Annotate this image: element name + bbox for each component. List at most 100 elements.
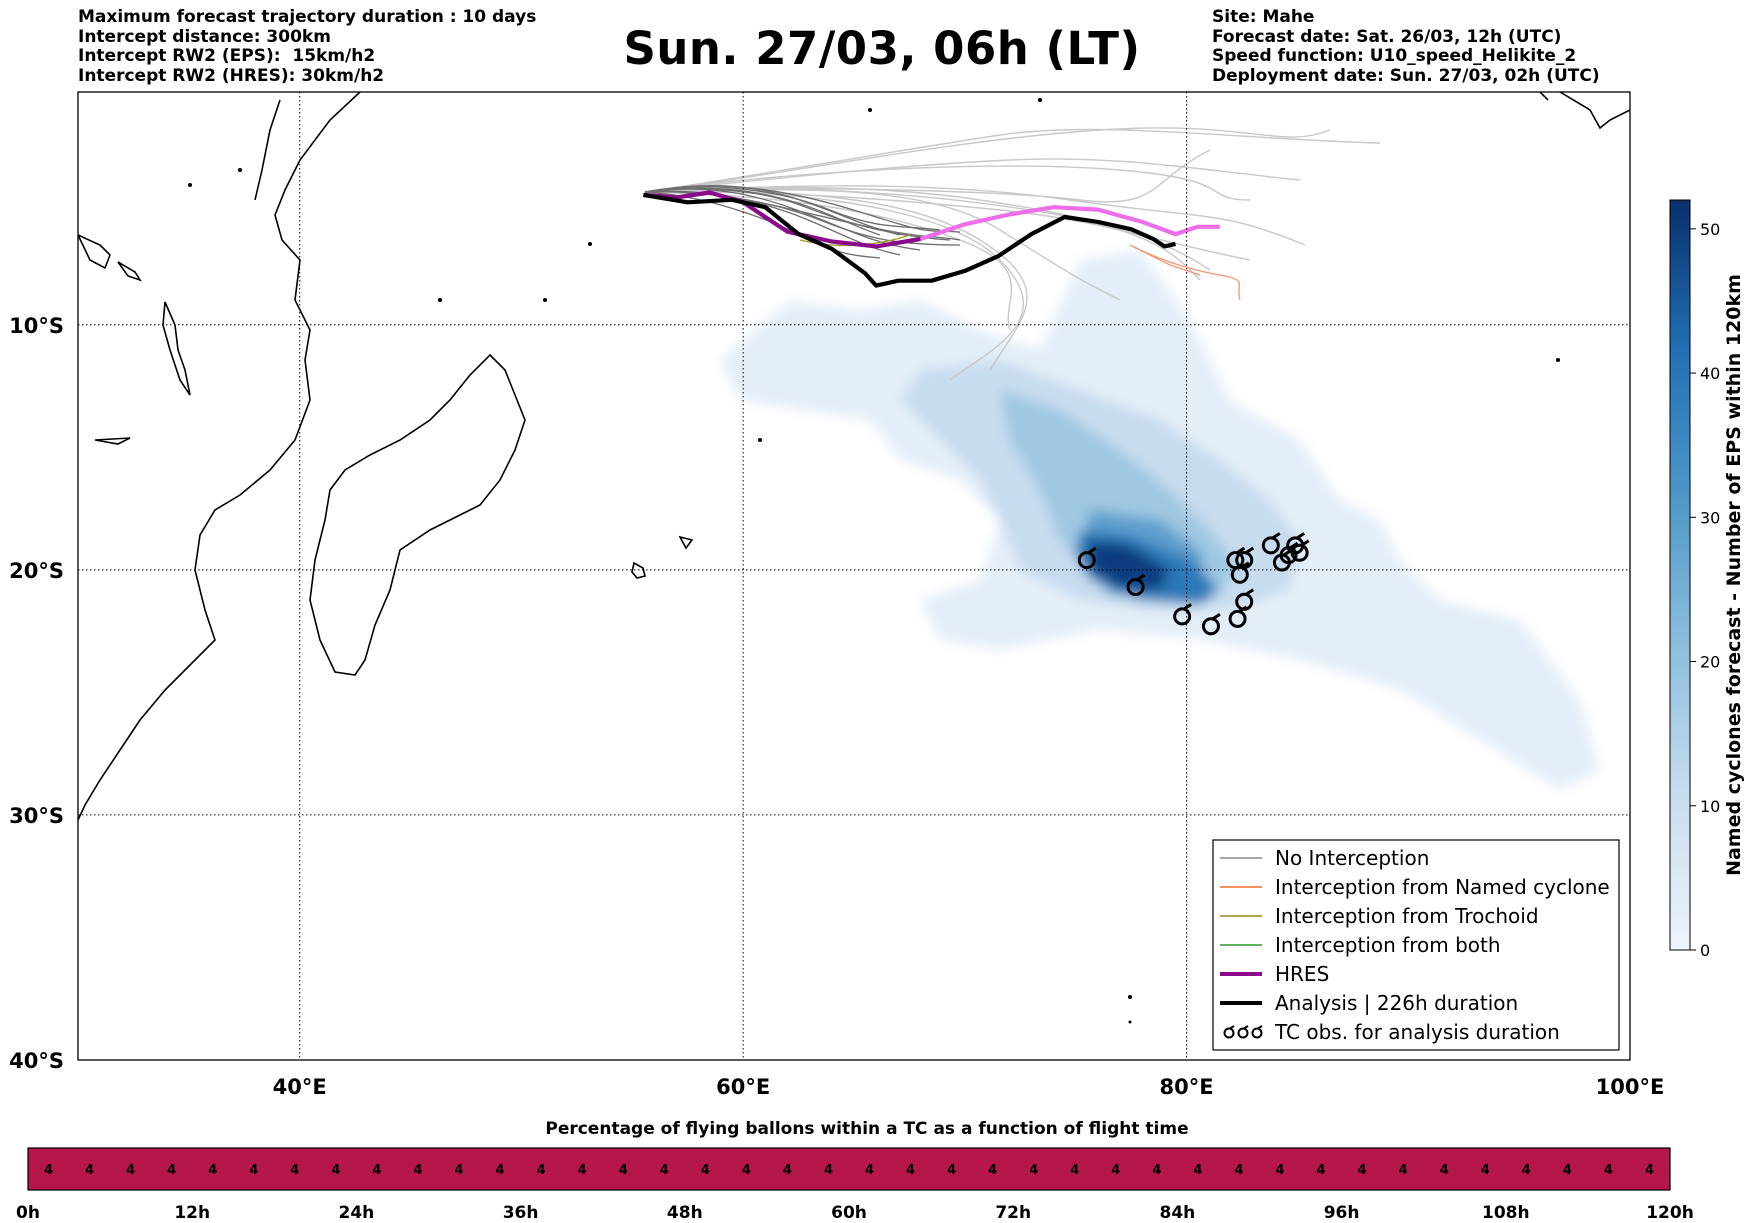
flight-time-cell (1177, 1148, 1219, 1190)
flight-time-tick-labels: 0h 12h 24h 36h 48h 60h 72h 84h 96h 108h 120h (16, 1203, 1694, 1223)
flight-time-cell-label: 4 (1358, 1163, 1367, 1178)
flight-time-cell-label: 4 (947, 1163, 956, 1178)
legend-entry: Interception from Named cyclone (1220, 875, 1610, 899)
flight-time-cell (766, 1148, 809, 1190)
flight-time-cell-label: 4 (865, 1163, 874, 1178)
colorbar-tick-label: 30 (1700, 508, 1720, 527)
flight-time-cell (684, 1148, 727, 1190)
flight-time-cell-label: 4 (1276, 1163, 1285, 1178)
flight-time-tick-label: 0h (16, 1203, 40, 1223)
x-tick-label: 80°E (1160, 1075, 1214, 1099)
colorbar-gradient (1669, 199, 1691, 951)
map-plot-area: 40°E 60°E 80°E 100°E 10°S 20°S 30°S 40°S (9, 91, 1664, 1099)
flight-time-cell-label: 4 (619, 1163, 628, 1178)
coastlines (78, 92, 1630, 821)
flight-time-cell-label: 4 (85, 1163, 94, 1178)
flight-time-cell (69, 1148, 111, 1190)
y-tick-label: 30°S (9, 804, 64, 828)
legend-entry: Analysis | 226h duration (1220, 991, 1518, 1015)
flight-time-tick-label: 120h (1646, 1203, 1694, 1223)
flight-time-tick-label: 36h (503, 1203, 539, 1223)
flight-time-cell (1546, 1148, 1589, 1190)
legend-label: Interception from Named cyclone (1275, 875, 1610, 899)
intercept-hres-text: Intercept RW2 (HRES): 30km/h2 (78, 65, 385, 86)
flight-time-cell-label: 4 (372, 1163, 381, 1178)
y-tick-label: 20°S (9, 559, 64, 583)
flight-time-cell-label: 4 (331, 1163, 340, 1178)
tc-obs-symbol (1235, 588, 1255, 611)
map-frame (77, 91, 1631, 1061)
legend-label: Interception from both (1275, 933, 1501, 957)
tc-obs-symbol (1226, 546, 1246, 570)
flight-time-cell (643, 1148, 686, 1190)
tc-obs-symbol (1261, 532, 1281, 555)
flight-time-cell-label: 4 (824, 1163, 833, 1178)
flight-time-cell (1013, 1148, 1055, 1190)
y-tick-label: 10°S (9, 314, 64, 338)
flight-time-tick-label: 12h (174, 1203, 210, 1223)
flight-time-cell-label: 4 (1111, 1163, 1120, 1178)
flight-time-cell (1382, 1148, 1425, 1190)
max-duration-text: Maximum forecast trajectory duration : 1… (78, 7, 537, 27)
flight-time-cell (1300, 1148, 1343, 1190)
flight-time-tick-label: 108h (1482, 1203, 1530, 1223)
flight-time-cell-label: 4 (249, 1163, 258, 1178)
flight-time-cell (1464, 1148, 1507, 1190)
colorbar: 0 10 20 30 40 50 Named cyclones forecast - Nu… (1669, 199, 1745, 960)
intercept-distance-text: Intercept distance: 300km (78, 26, 331, 47)
flight-time-cell-label: 4 (1563, 1163, 1572, 1178)
flight-time-cell (479, 1148, 522, 1190)
flight-time-cell-label: 4 (1029, 1163, 1038, 1178)
legend-entry: Interception from both (1220, 933, 1501, 957)
legend-label: No Interception (1275, 846, 1429, 870)
flight-time-cell-label: 4 (1234, 1163, 1243, 1178)
flight-time-cell-label: 4 (1522, 1163, 1531, 1178)
flight-time-cell (1505, 1148, 1548, 1190)
interception-named-cyclone-tracks (1129, 244, 1241, 301)
flight-time-cell (1136, 1148, 1178, 1190)
flight-time-cell (1423, 1148, 1466, 1190)
flight-time-cell (561, 1148, 604, 1190)
flight-time-cell-label: 4 (44, 1163, 53, 1178)
flight-time-cell (315, 1148, 357, 1190)
flight-time-cell-label: 4 (1399, 1163, 1408, 1178)
map-grid (78, 92, 1630, 1060)
flight-time-cell (192, 1148, 234, 1190)
flight-time-cell (28, 1148, 70, 1190)
flight-time-cell (151, 1148, 193, 1190)
tc-obs-symbol (1201, 612, 1221, 636)
flight-time-cell (356, 1148, 398, 1190)
colorbar-tick-label: 40 (1700, 364, 1720, 383)
flight-time-tick-label: 84h (1160, 1203, 1196, 1223)
tc-obs-symbol (1173, 603, 1192, 626)
legend-entry: HRES (1220, 962, 1329, 986)
legend-box (1212, 839, 1620, 1051)
flight-time-cell-label: 4 (208, 1163, 217, 1178)
flight-time-cell (274, 1148, 316, 1190)
speed-function-text: Speed function: U10_speed_Helikite_2 (1212, 46, 1577, 66)
flight-time-cell (233, 1148, 275, 1190)
colorbar-tick-label: 0 (1700, 941, 1710, 960)
flight-time-cell-label: 4 (988, 1163, 997, 1178)
flight-time-cell (397, 1148, 439, 1190)
flight-time-cell (1587, 1148, 1630, 1190)
header-right-info: Site: Mahe Forecast date: Sat. 26/03, 12… (1212, 7, 1600, 86)
hres-track (643, 190, 921, 249)
legend-label: TC obs. for analysis duration (1274, 1020, 1560, 1044)
legend-entry: No Interception (1220, 846, 1429, 870)
tc-obs-symbol (1126, 573, 1146, 597)
flight-time-cell-label: 4 (1645, 1163, 1654, 1178)
colorbar-tick-label: 50 (1700, 220, 1720, 239)
map-tick-labels: 40°E 60°E 80°E 100°E 10°S 20°S 30°S 40°S (9, 314, 1664, 1099)
site-text: Site: Mahe (1212, 7, 1315, 27)
y-tick-label: 40°S (9, 1049, 64, 1073)
flight-time-cell-label: 4 (537, 1163, 546, 1178)
flight-time-cell (725, 1148, 768, 1190)
hres-track-highlight (919, 205, 1220, 241)
flight-time-tick-label: 48h (667, 1203, 703, 1223)
flight-time-cell-label: 4 (578, 1163, 587, 1178)
flight-time-cell-label: 4 (906, 1163, 915, 1178)
page-title: Sun. 27/03, 06h (LT) (623, 22, 1141, 75)
forecast-date-text: Forecast date: Sat. 26/03, 12h (UTC) (1212, 26, 1562, 47)
